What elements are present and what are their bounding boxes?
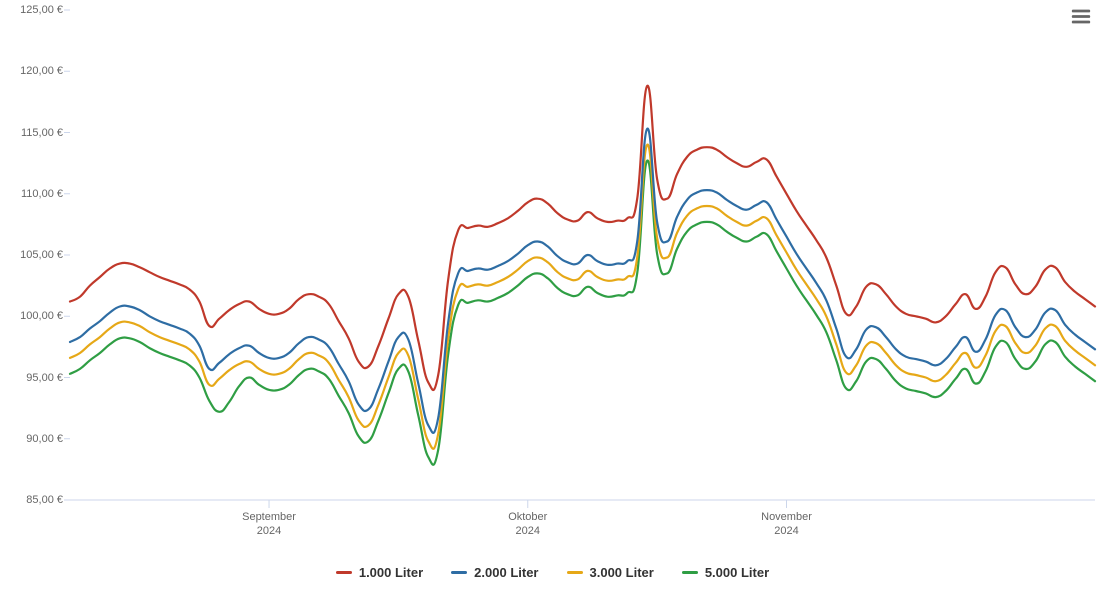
legend-label: 2.000 Liter	[474, 565, 538, 580]
legend-label: 1.000 Liter	[359, 565, 423, 580]
y-tick-label: 105,00 €	[8, 249, 63, 261]
price-line-chart: 85,00 € 90,00 € 95,00 € 100,00 € 105,00 € 110…	[0, 0, 1105, 602]
legend-item[interactable]: 5.000 Liter	[682, 565, 769, 580]
legend-item[interactable]: 3.000 Liter	[567, 565, 654, 580]
series-line[interactable]	[70, 161, 1095, 465]
x-tick-label: November2024	[761, 510, 812, 539]
y-tick-label: 120,00 €	[8, 65, 63, 77]
y-tick-label: 90,00 €	[8, 433, 63, 445]
legend-item[interactable]: 2.000 Liter	[451, 565, 538, 580]
y-tick-label: 110,00 €	[8, 188, 63, 200]
y-tick-label: 100,00 €	[8, 310, 63, 322]
y-tick-label: 95,00 €	[8, 372, 63, 384]
legend-label: 5.000 Liter	[705, 565, 769, 580]
chart-plot-area	[0, 0, 1105, 560]
series-line[interactable]	[70, 86, 1095, 390]
chart-legend: 1.000 Liter 2.000 Liter 3.000 Liter 5.000 L…	[0, 562, 1105, 580]
y-tick-label: 125,00 €	[8, 4, 63, 16]
series-line[interactable]	[70, 129, 1095, 433]
series-line[interactable]	[70, 145, 1095, 449]
legend-item[interactable]: 1.000 Liter	[336, 565, 423, 580]
legend-label: 3.000 Liter	[590, 565, 654, 580]
x-tick-label: Oktober2024	[508, 510, 547, 539]
y-tick-label: 85,00 €	[8, 494, 63, 506]
x-tick-label: September2024	[242, 510, 296, 539]
legend-swatch	[567, 571, 583, 574]
y-tick-label: 115,00 €	[8, 127, 63, 139]
legend-swatch	[682, 571, 698, 574]
legend-swatch	[336, 571, 352, 574]
legend-swatch	[451, 571, 467, 574]
